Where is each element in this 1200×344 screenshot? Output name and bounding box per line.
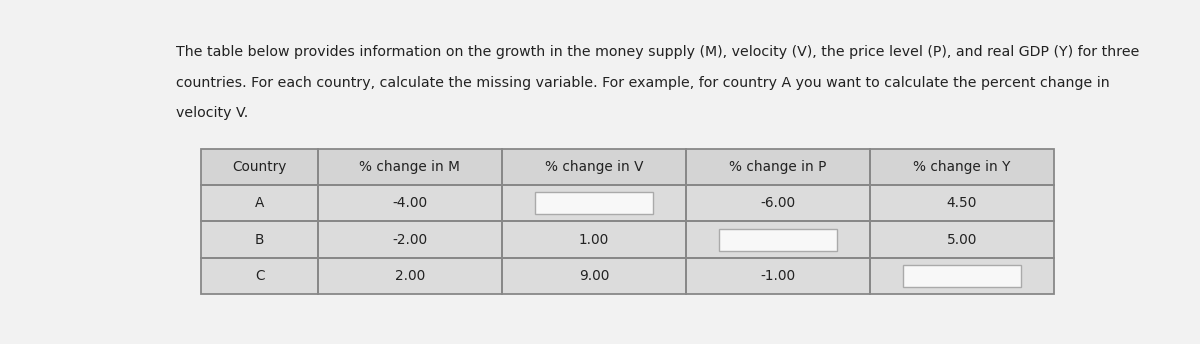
Bar [502, 149, 686, 185]
Bar [870, 222, 1054, 258]
Text: % change in P: % change in P [730, 160, 827, 174]
Bar [502, 258, 686, 294]
Text: 5.00: 5.00 [947, 233, 977, 247]
Bar [502, 222, 686, 258]
Text: C: C [254, 269, 264, 283]
Bar [202, 149, 318, 185]
Text: 4.50: 4.50 [947, 196, 977, 210]
Text: % change in M: % change in M [360, 160, 461, 174]
Bar [202, 185, 318, 222]
Bar [870, 222, 1054, 258]
Text: velocity V.: velocity V. [176, 106, 248, 120]
Bar [686, 222, 870, 258]
Bar [870, 185, 1054, 222]
Bar [502, 149, 686, 185]
Bar [686, 149, 870, 185]
Bar [202, 258, 318, 294]
Text: -2.00: -2.00 [392, 233, 427, 247]
Bar [318, 149, 502, 185]
Text: % change in V: % change in V [545, 160, 643, 174]
Text: countries. For each country, calculate the missing variable. For example, for co: countries. For each country, calculate t… [176, 76, 1110, 90]
Bar [535, 192, 653, 214]
Text: % change in Y: % change in Y [913, 160, 1010, 174]
Text: -1.00: -1.00 [761, 269, 796, 283]
Bar [202, 258, 318, 294]
Bar [870, 185, 1054, 222]
Text: 2.00: 2.00 [395, 269, 425, 283]
Text: 9.00: 9.00 [578, 269, 610, 283]
Bar [870, 149, 1054, 185]
Bar [686, 185, 870, 222]
Bar [502, 222, 686, 258]
Bar [318, 258, 502, 294]
Bar [318, 149, 502, 185]
Bar [202, 222, 318, 258]
Text: The table below provides information on the growth in the money supply (M), velo: The table below provides information on … [176, 45, 1140, 59]
Bar [318, 185, 502, 222]
Text: 1.00: 1.00 [578, 233, 610, 247]
Text: B: B [254, 233, 264, 247]
Bar [502, 185, 686, 222]
Bar [719, 229, 836, 250]
Bar [202, 222, 318, 258]
Bar [202, 149, 318, 185]
Bar [318, 222, 502, 258]
Bar [202, 185, 318, 222]
Text: -6.00: -6.00 [761, 196, 796, 210]
Bar [686, 258, 870, 294]
Bar [870, 149, 1054, 185]
Text: -4.00: -4.00 [392, 196, 427, 210]
Bar [318, 258, 502, 294]
Bar [686, 149, 870, 185]
Bar [686, 222, 870, 258]
Bar [502, 185, 686, 222]
Bar [318, 222, 502, 258]
Text: Country: Country [233, 160, 287, 174]
Bar [686, 185, 870, 222]
Bar [904, 265, 1021, 287]
Bar [502, 258, 686, 294]
Bar [870, 258, 1054, 294]
Bar [686, 258, 870, 294]
Bar [870, 258, 1054, 294]
Bar [318, 185, 502, 222]
Text: A: A [254, 196, 264, 210]
